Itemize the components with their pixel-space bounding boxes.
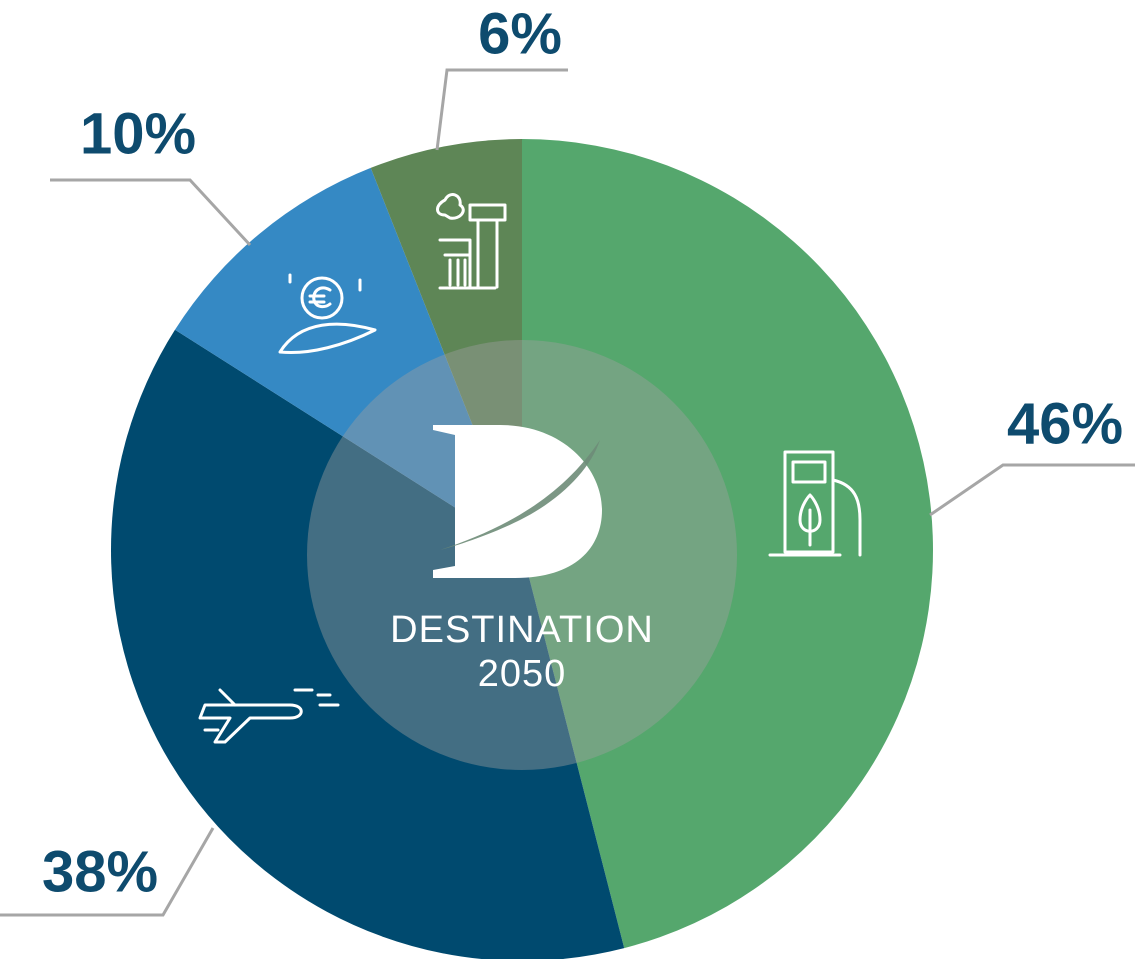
value-label: 6% (478, 1, 562, 66)
plane-icon (198, 688, 340, 744)
leader-line (435, 68, 568, 151)
leader-line (929, 463, 1135, 517)
leader-line (50, 178, 252, 247)
euro-icon (278, 273, 377, 355)
labels: 46% 38% 10% 6% (0, 1, 1135, 917)
slice (110, 329, 625, 959)
center-text: 2050 (478, 653, 567, 695)
value-label: 46% (1007, 391, 1123, 456)
leader-line (0, 827, 215, 917)
airport-icon (436, 193, 507, 290)
logo (433, 425, 602, 578)
slice (522, 139, 934, 949)
slice (174, 167, 523, 550)
value-label: 10% (80, 101, 196, 166)
center-text: DESTINATION (390, 609, 654, 651)
fuel-icon (768, 450, 862, 557)
value-label: 38% (42, 839, 158, 904)
